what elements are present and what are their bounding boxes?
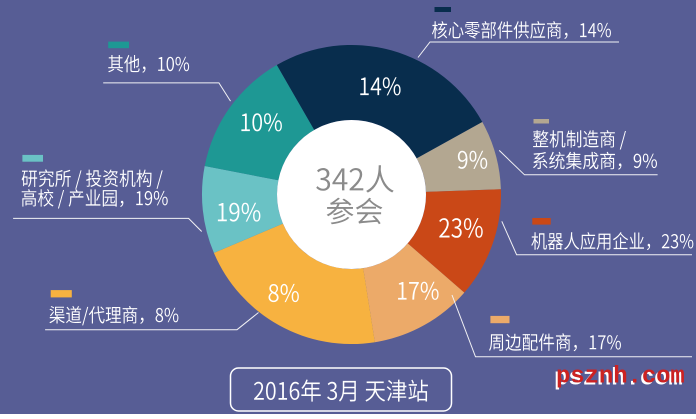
svg-text:psznh.com: psznh.com (554, 366, 683, 393)
svg-text:psznh.com: psznh.com (556, 364, 685, 391)
